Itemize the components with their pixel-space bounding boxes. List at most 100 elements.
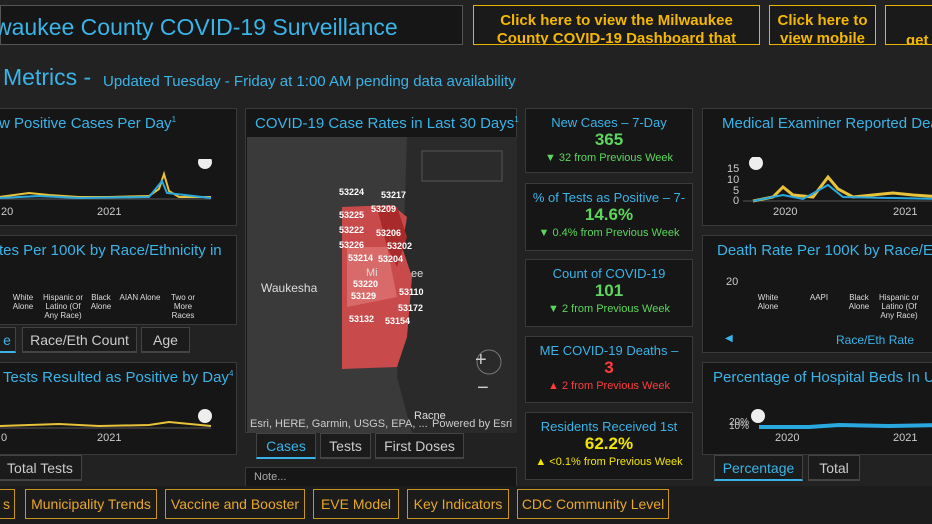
axis-label: 2021 [893,432,918,444]
metric-value: 3 [604,358,614,377]
panel: w Positive Cases Per Day1 20 2021 [0,108,237,226]
zip-label: 53224 [339,187,364,197]
category-label: Two or More Races [170,293,195,320]
metric-card: Residents Received 1st 62.2% ▲ <0.1% from … [525,412,693,480]
place-label: Mi [366,267,378,279]
panel: tes Per 100K by Race/Ethnicity in White … [0,235,237,325]
category-label: Black Alone [848,293,870,311]
panel-title: w Positive Cases Per Day [0,115,172,132]
zip-label: 53154 [385,316,410,326]
nav-tab[interactable]: Vaccine and Booster [165,489,305,519]
category-label: White Alone [12,293,34,311]
nav-tab[interactable]: CDC Community Level [517,489,669,519]
axis-label: 10 [727,174,740,186]
metric-value: 365 [594,130,624,149]
footnote-ref: 4 [228,369,234,378]
axis-label: 10% [729,421,750,432]
panel-title: Medical Examiner Reported Dea [722,115,932,132]
metric-value: 62.2% [584,434,634,453]
metric-title: Residents Received 1st [540,419,678,434]
place-label: Waukesha [261,281,318,295]
panel-title: Tests Resulted as Positive by Day [3,369,229,386]
zip-label: 53209 [371,204,396,214]
tab[interactable]: Total [808,455,860,481]
axis-label: 0 [1,432,8,444]
nav-tab[interactable]: s [0,489,15,519]
axis-label: 20 [1,206,14,218]
metric-change: ▼ 2 from Previous Week [548,303,670,315]
legend-label: Race/Eth Rate [836,333,915,347]
axis-label: 2020 [773,206,798,218]
link[interactable]: get [885,5,932,45]
footnote-ref: 1 [171,115,177,124]
tab[interactable]: Percentage [714,455,803,481]
zip-label: 53226 [339,240,364,250]
link[interactable]: Click here to view the Milwaukee County … [473,5,760,45]
tab[interactable]: First Doses [375,433,464,459]
section-title: Metrics - [3,64,92,90]
category-label: Black Alone [90,293,112,311]
tab[interactable]: Age [141,327,190,353]
category-label: AAPI [809,293,829,302]
axis-label: 5 [733,185,740,197]
tab[interactable]: Tests [320,433,371,459]
axis-label: 2021 [97,432,122,444]
tab[interactable]: e [0,327,16,353]
legend-arrow[interactable]: ◀ [725,333,733,344]
metric-title: ME COVID-19 Deaths – [539,343,679,358]
metric-card: New Cases – 7-Day 365 ▼ 32 from Previous W… [525,108,693,173]
sparkline [0,159,212,200]
panel: Percentage of Hospital Beds In Us 20% 10… [702,362,932,455]
nav-tab[interactable]: Municipality Trends [25,489,157,519]
metric-title: Count of COVID-19 [552,266,666,281]
zoom-in[interactable]: + [475,349,487,371]
zip-label: 53214 [348,253,373,263]
tab[interactable]: Race/Eth Count [22,327,137,353]
category-label: Hispanic or Latino (Of Any Race) [879,293,920,320]
panel: Medical Examiner Reported Dea 15 10 5 0 … [702,108,932,226]
zip-label: 53204 [378,254,403,264]
zoom-out[interactable]: − [477,377,489,399]
map: 53224 53217 53209 53225 53206 53222 53226 53202… [247,137,517,433]
axis-label: 2021 [893,206,918,218]
place-label: ee [411,268,424,280]
tab[interactable]: Total Tests [0,455,82,481]
sparkline [751,409,932,429]
zip-label: 53222 [339,225,364,235]
axis-label: 0 [733,195,740,207]
tab[interactable]: Cases [256,433,316,459]
metric-change: ▼ 32 from Previous Week [544,152,674,164]
attribution: Esri, HERE, Garmin, USGS, EPA, ... [250,418,428,430]
metric-title: New Cases – 7-Day [551,115,667,130]
axis-label: 20 [726,276,739,288]
metric-change: ▼ 0.4% from Previous Week [538,227,680,239]
page-title: waukee County COVID-19 Surveillance [0,14,398,40]
footnote-ref: 1 [514,115,519,124]
panel: Tests Resulted as Positive by Day4 0 202… [0,362,237,455]
link[interactable]: Click here to view mobile [769,5,876,45]
metric-card: Count of COVID-19 101 ▼ 2 from Previous We… [525,259,693,327]
axis-label: 20% [729,417,750,428]
sparkline [0,409,212,429]
panel-title: COVID-19 Case Rates in Last 30 Days [255,115,515,132]
nav-tab[interactable]: Key Indicators [407,489,509,519]
zip-label: 53217 [381,190,406,200]
place-label: Racne [414,410,446,422]
metric-change: ▲ 2 from Previous Week [548,380,670,392]
sparkline [743,157,932,203]
section-subtitle: Updated Tuesday - Friday at 1:00 AM pend… [103,73,516,90]
category-label: Hispanic or Latino (Of Any Race) [43,293,84,320]
panel-title: tes Per 100K by Race/Ethnicity in [0,242,222,259]
axis-label: 2021 [97,206,122,218]
zip-label: 53220 [353,279,378,289]
metric-title: % of Tests as Positive – 7- [532,190,686,205]
category-label: AIAN Alone [119,293,161,302]
metric-value: 14.6% [584,205,634,224]
category-label: White Alone [757,293,779,311]
nav-tab[interactable]: EVE Model [313,489,399,519]
zip-label: 53225 [339,210,364,220]
panel: Death Rate Per 100K by Race/Eth 20 White… [702,235,932,353]
zip-label: 53202 [387,241,412,251]
zip-label: 53172 [398,303,423,313]
